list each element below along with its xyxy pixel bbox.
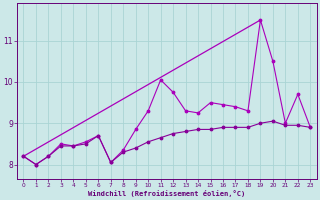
X-axis label: Windchill (Refroidissement éolien,°C): Windchill (Refroidissement éolien,°C) [88,190,245,197]
